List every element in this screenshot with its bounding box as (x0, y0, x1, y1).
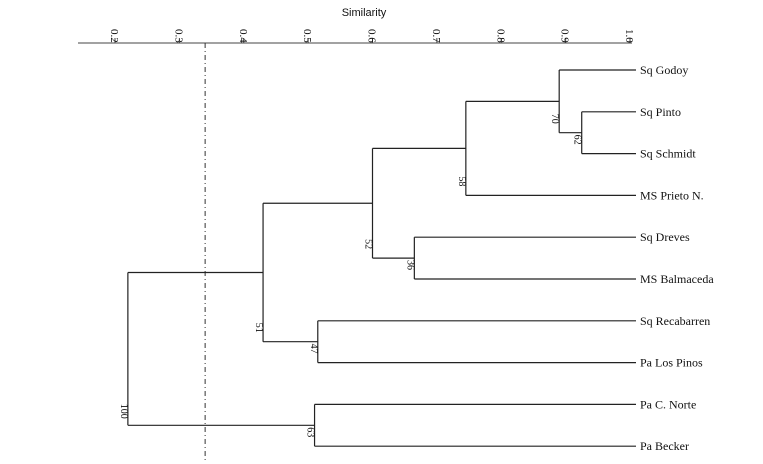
leaf-label: Sq Godoy (640, 63, 688, 77)
support-value: 70 (549, 114, 560, 124)
tick-label: 0.5 (301, 29, 313, 43)
support-value: 52 (363, 239, 374, 249)
tick-label: 0.6 (366, 29, 378, 43)
leaf-label: Sq Pinto (640, 105, 681, 119)
axis-ticks: 0.2 0.3 0.4 0.5 0.6 0.7 0.8 0.9 1.0 (108, 29, 635, 43)
leaf-label: Pa C. Norte (640, 397, 696, 411)
tick-label: 1.0 (623, 29, 635, 43)
leaf-label: Pa Becker (640, 439, 689, 453)
leaf-label: MS Prieto N. (640, 188, 704, 202)
leaf-label: Pa Los Pinos (640, 356, 703, 370)
leaf-label: Sq Schmidt (640, 147, 696, 161)
tick-label: 0.2 (108, 29, 120, 43)
tick-label: 0.3 (172, 29, 184, 43)
axis-title: Similarity (342, 7, 387, 19)
support-value: 100 (118, 404, 129, 419)
tick-label: 0.8 (494, 29, 506, 43)
support-value: 58 (456, 176, 467, 186)
tick-label: 0.7 (430, 29, 442, 43)
leaf-label: Sq Recabarren (640, 314, 710, 328)
tick-label: 0.9 (559, 29, 571, 43)
dendrogram-branches (127, 69, 636, 447)
leaf-label: Sq Dreves (640, 230, 690, 244)
support-values: 62 70 58 36 52 47 51 63 100 (118, 114, 583, 438)
leaf-label: MS Balmaceda (640, 272, 714, 286)
support-value: 36 (404, 260, 415, 270)
support-value: 63 (305, 427, 316, 437)
support-value: 47 (308, 344, 319, 354)
leaf-labels: Sq Godoy Sq Pinto Sq Schmidt MS Prieto N. Sq… (640, 63, 714, 453)
tick-label: 0.4 (237, 29, 249, 43)
support-value: 51 (253, 323, 264, 333)
support-value: 62 (572, 135, 583, 145)
